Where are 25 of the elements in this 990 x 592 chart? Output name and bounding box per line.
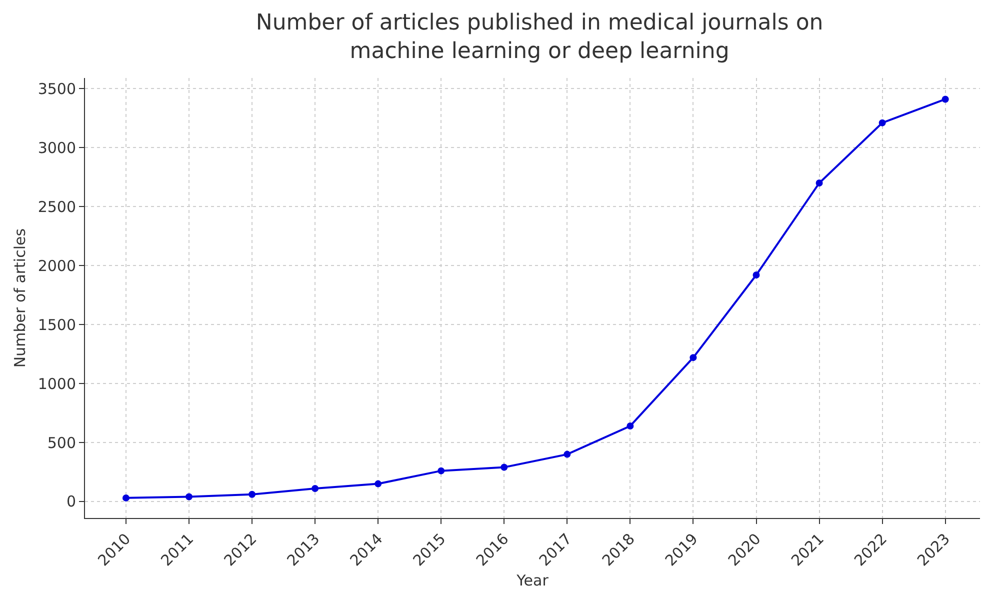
chart-title: Number of articles published in medical journals on machine learning or deep learning [256,10,824,64]
point [248,490,256,498]
x-axis-title: Year [516,572,550,590]
y-tick-label: 500 [47,434,76,452]
point [500,464,508,471]
point [690,354,697,362]
point [122,494,130,502]
point [626,422,634,430]
point [942,96,949,103]
point [564,450,571,458]
y-axis-title: Number of articles [11,228,30,368]
point [312,485,319,492]
y-tick-label: 3000 [38,138,76,157]
y-tick-label: 0 [66,492,76,511]
y-tick-label: 2500 [38,198,76,216]
point [878,119,886,126]
point [438,467,445,474]
point [752,272,760,278]
y-tick-label: 3500 [38,80,76,98]
y-tick-label: 1500 [38,316,76,334]
point [374,480,382,488]
point [186,493,192,500]
y-tick-label: 2000 [38,256,76,275]
y-tick-label: 1000 [38,374,76,393]
point [816,179,823,186]
